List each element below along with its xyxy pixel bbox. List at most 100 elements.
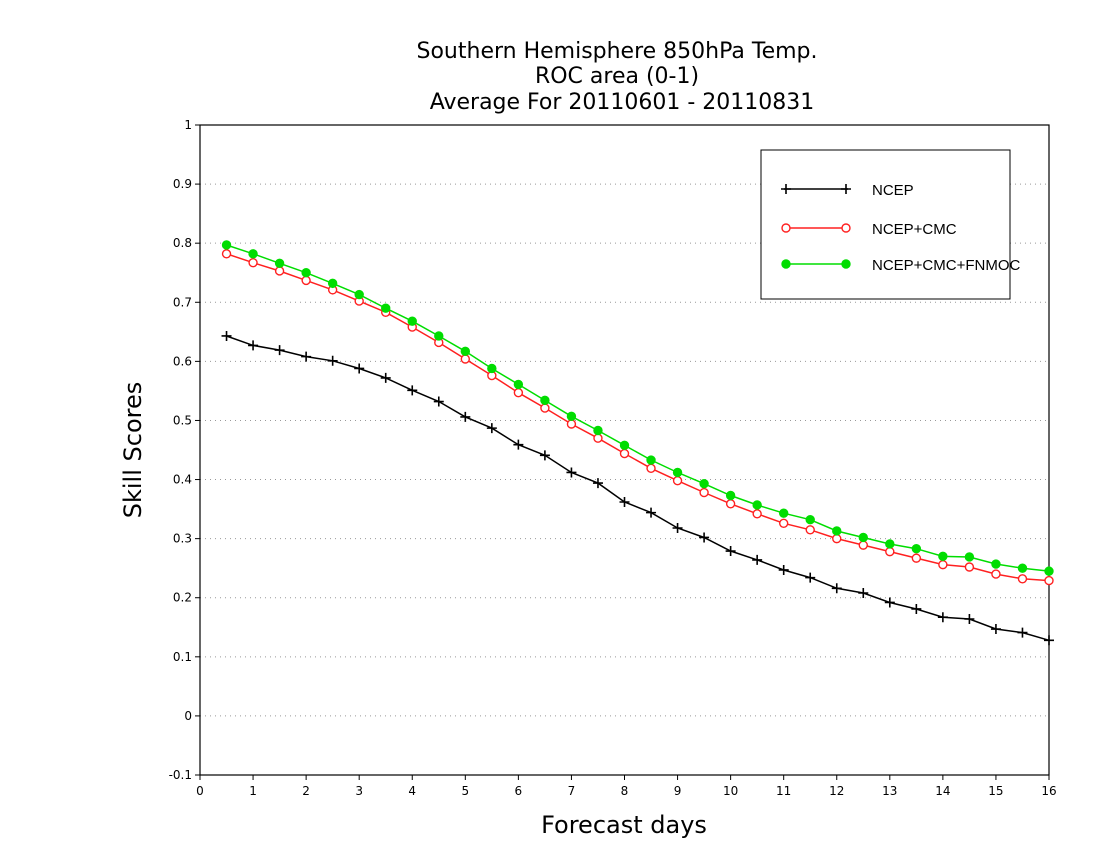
x-tick-label: 10: [723, 784, 738, 798]
y-tick-label: 0.6: [173, 354, 192, 368]
legend-item: NCEP: [781, 182, 914, 199]
data-point-marker: [778, 564, 789, 575]
data-point-marker: [778, 508, 789, 518]
data-point-marker: [354, 363, 365, 374]
chart-title: Southern Hemisphere 850hPa Temp. ROC are…: [417, 39, 818, 115]
data-point-marker: [991, 569, 1001, 579]
data-point-marker: [858, 532, 868, 543]
data-point-marker: [1017, 563, 1028, 573]
legend: NCEP NCEP+CMC NCEP+CMC+FNMOC: [760, 149, 1021, 300]
x-tick-label: 8: [621, 784, 629, 798]
data-point-marker: [699, 487, 709, 498]
data-point-marker: [407, 385, 418, 396]
x-tick-label: 6: [515, 784, 523, 798]
data-point-marker: [841, 223, 851, 233]
data-point-marker: [1044, 635, 1054, 646]
x-tick-label: 9: [674, 784, 682, 798]
data-point-marker: [1044, 575, 1054, 586]
data-point-marker: [487, 363, 497, 374]
data-point-marker: [964, 562, 975, 572]
x-tick-label: 16: [1041, 784, 1056, 798]
data-point-marker: [566, 467, 577, 478]
data-point-marker: [354, 289, 364, 300]
data-point-marker: [221, 330, 232, 341]
data-point-marker: [725, 490, 736, 501]
data-point-marker: [221, 249, 232, 259]
data-point-marker: [781, 259, 791, 269]
data-point-marker: [672, 523, 683, 533]
data-point-marker: [1017, 627, 1028, 638]
y-tick-label: 0: [184, 709, 192, 723]
data-point-marker: [248, 340, 259, 351]
data-point-marker: [781, 223, 791, 233]
series-group: [221, 240, 1054, 646]
data-point-marker: [805, 515, 815, 525]
data-point-marker: [513, 439, 524, 450]
data-point-marker: [301, 268, 311, 278]
data-point-marker: [301, 275, 311, 286]
legend-item: NCEP+CMC+FNMOC: [781, 257, 1021, 274]
data-point-marker: [327, 355, 338, 366]
series-ncep-cmc: [221, 249, 1054, 586]
data-point-marker: [752, 554, 763, 565]
data-point-marker: [434, 331, 444, 341]
data-point-marker: [460, 354, 471, 364]
x-tick-label: 14: [935, 784, 950, 798]
data-point-marker: [752, 509, 762, 519]
series-ncep-cmc-fnmoc: [221, 240, 1054, 576]
data-point-marker: [858, 588, 869, 598]
data-point-marker: [646, 455, 656, 465]
data-point-marker: [301, 351, 312, 362]
data-point-marker: [805, 572, 816, 583]
series-line: [226, 335, 1050, 642]
data-point-marker: [248, 249, 258, 259]
x-tick-label: 7: [568, 784, 576, 798]
data-point-marker: [619, 440, 630, 450]
data-point-marker: [841, 184, 851, 194]
data-point-marker: [885, 546, 895, 557]
legend-label: NCEP+CMC+FNMOC: [872, 257, 1021, 274]
data-point-marker: [274, 266, 285, 276]
data-point-marker: [566, 419, 577, 429]
data-point-marker: [885, 539, 895, 549]
data-point-marker: [407, 316, 417, 326]
y-tick-label: 0.4: [173, 473, 192, 487]
y-tick-label: 0.2: [173, 591, 192, 605]
data-point-marker: [937, 612, 948, 623]
title-line-1: Southern Hemisphere 850hPa Temp.: [417, 39, 818, 64]
data-point-marker: [699, 532, 710, 543]
data-point-marker: [884, 597, 895, 608]
x-tick-label: 0: [196, 784, 204, 798]
series-ncep: [221, 330, 1054, 646]
data-point-marker: [381, 303, 391, 313]
data-point-marker: [1017, 574, 1028, 584]
data-point-marker: [433, 396, 444, 407]
data-point-marker: [699, 478, 709, 489]
data-point-marker: [832, 526, 842, 536]
y-tick-label: 0.1: [173, 650, 192, 664]
x-axis-label: Forecast days: [541, 811, 707, 839]
data-point-marker: [991, 559, 1001, 569]
data-point-marker: [938, 559, 948, 570]
data-point-marker: [841, 259, 851, 269]
data-point-marker: [248, 257, 258, 268]
x-tick-label: 2: [302, 784, 310, 798]
series-line: [226, 253, 1050, 582]
data-point-marker: [540, 395, 550, 406]
data-point-marker: [513, 387, 524, 398]
data-point-marker: [911, 553, 922, 563]
data-point-marker: [672, 467, 683, 478]
data-point-marker: [593, 425, 603, 436]
x-tick-label: 3: [355, 784, 363, 798]
data-point-marker: [274, 345, 285, 356]
data-point-marker: [964, 614, 975, 624]
data-point-marker: [938, 551, 948, 562]
y-tick-label: 0.5: [173, 413, 192, 427]
data-point-marker: [221, 240, 232, 250]
data-point-marker: [274, 258, 285, 268]
y-axis-label: Skill Scores: [119, 382, 147, 519]
data-point-marker: [725, 499, 736, 509]
data-point-marker: [593, 433, 603, 443]
legend-item: NCEP+CMC: [781, 221, 957, 238]
